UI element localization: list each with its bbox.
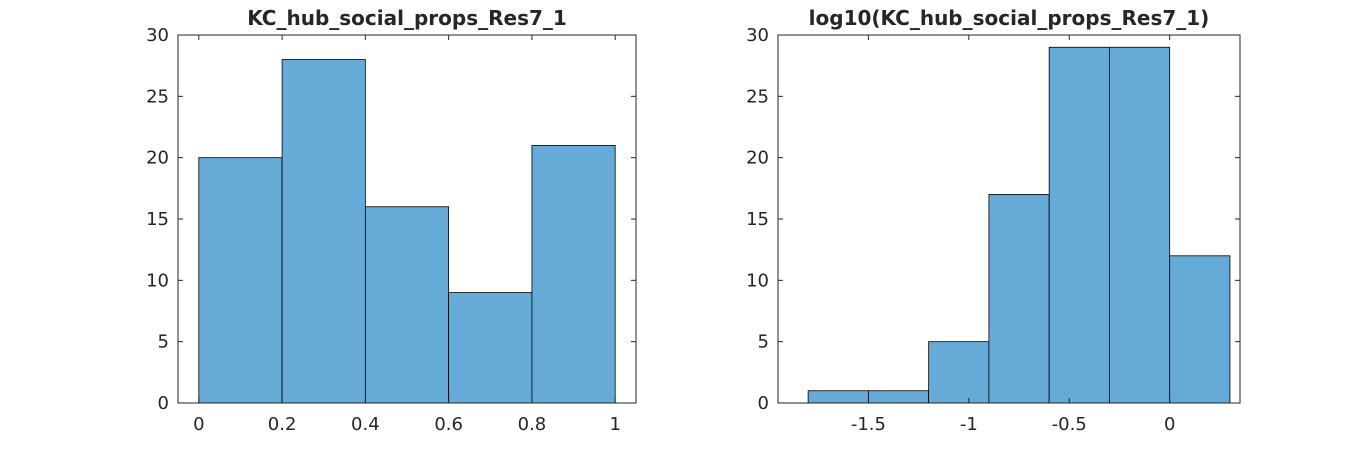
histogram-bar-right-2 bbox=[928, 341, 990, 404]
histogram-bar-right-4 bbox=[1048, 46, 1110, 404]
x-tick-label-left-2: 0.4 bbox=[351, 414, 380, 435]
histogram-bar-right-1 bbox=[867, 390, 930, 404]
x-tick-label-right-2: -0.5 bbox=[1052, 414, 1087, 435]
histogram-bar-left-1 bbox=[281, 59, 366, 404]
y-tick-label-right-0: 0 bbox=[758, 393, 769, 414]
histogram-bar-left-3 bbox=[448, 292, 533, 404]
y-tick-label-right-6: 30 bbox=[746, 25, 769, 46]
histogram-bar-left-2 bbox=[364, 206, 450, 404]
histogram-panel-left: KC_hub_social_props_Res7_1 0510152025300… bbox=[146, 6, 637, 435]
histogram-bar-right-0 bbox=[807, 390, 869, 404]
x-tick-label-left-3: 0.6 bbox=[434, 414, 463, 435]
x-tick-label-left-5: 1 bbox=[609, 414, 620, 435]
x-tick-label-left-0: 0 bbox=[193, 414, 204, 435]
x-tick-label-right-0: -1.5 bbox=[851, 414, 886, 435]
y-tick-label-right-5: 25 bbox=[746, 86, 769, 107]
y-tick-label-left-0: 0 bbox=[158, 393, 169, 414]
y-tick-label-right-3: 15 bbox=[746, 209, 769, 230]
histogram-bar-left-0 bbox=[198, 157, 283, 404]
y-tick-label-left-5: 25 bbox=[146, 86, 169, 107]
y-tick-label-left-3: 15 bbox=[146, 209, 169, 230]
y-tick-label-right-4: 20 bbox=[746, 148, 769, 169]
histogram-panel-right: log10(KC_hub_social_props_Res7_1) 0 5 10 15… bbox=[746, 6, 1241, 435]
y-tick-label-left-6: 30 bbox=[146, 25, 169, 46]
x-tick-label-right-3: 0 bbox=[1164, 414, 1175, 435]
y-tick-label-right-2: 10 bbox=[746, 270, 769, 291]
x-tick-label-left-4: 0.8 bbox=[518, 414, 547, 435]
y-tick-label-left-1: 5 bbox=[158, 332, 169, 353]
x-tick-label-left-1: 0.2 bbox=[268, 414, 297, 435]
chart-title-right: log10(KC_hub_social_props_Res7_1) bbox=[809, 6, 1210, 30]
histogram-bar-right-5 bbox=[1109, 46, 1171, 404]
y-tick-label-left-2: 10 bbox=[146, 270, 169, 291]
y-tick-label-right-1: 5 bbox=[758, 332, 769, 353]
chart-title-left: KC_hub_social_props_Res7_1 bbox=[247, 6, 567, 30]
histogram-bar-right-3 bbox=[988, 194, 1050, 404]
histogram-bar-right-6 bbox=[1169, 255, 1231, 404]
x-tick-label-right-1: -1 bbox=[960, 414, 978, 435]
histogram-bar-left-4 bbox=[531, 144, 616, 404]
y-tick-label-left-4: 20 bbox=[146, 148, 169, 169]
